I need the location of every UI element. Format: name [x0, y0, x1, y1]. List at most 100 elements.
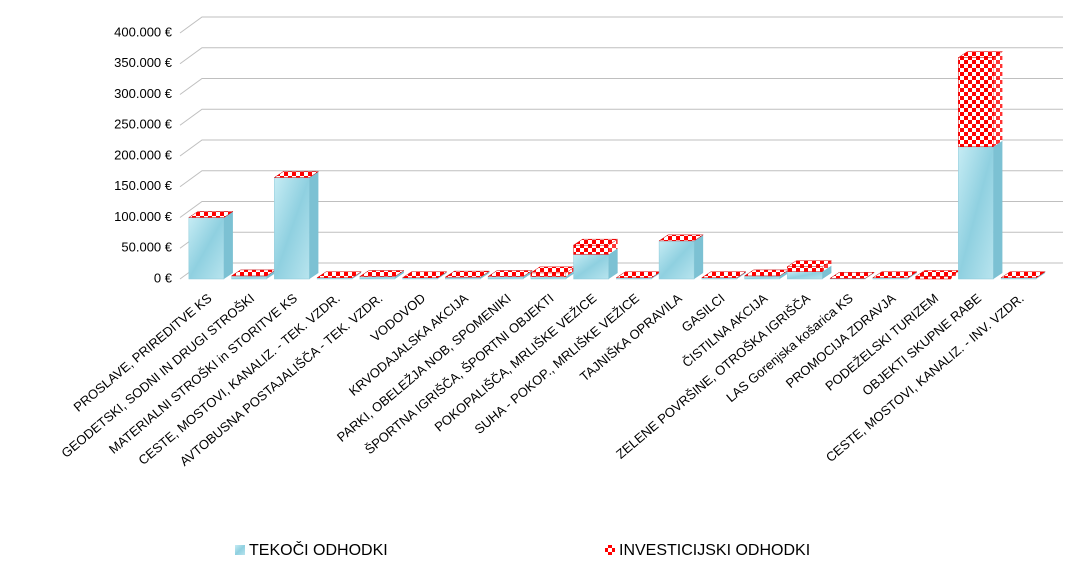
- y-tick-label: 300.000 €: [114, 86, 173, 101]
- y-tick-label: 350.000 €: [114, 55, 173, 70]
- grid-line: [179, 139, 1063, 157]
- bar: [958, 140, 1003, 280]
- bar-front: [530, 272, 567, 277]
- grid-line: [179, 47, 1063, 65]
- bar: [188, 211, 234, 218]
- bar: [701, 271, 747, 279]
- y-tick-label: 150.000 €: [114, 178, 173, 193]
- bar: [658, 234, 704, 242]
- legend-label: TEKOČI ODHODKI: [249, 540, 388, 559]
- bar-side: [437, 271, 447, 279]
- bar-side: [565, 266, 575, 277]
- bar-side: [822, 265, 832, 279]
- bar-side: [608, 239, 618, 255]
- x-tick-label: GEODETSKI, SODNI IN DRUGI STROŠKI: [58, 290, 257, 460]
- bar: [316, 271, 362, 279]
- y-tick-label: 0 €: [154, 270, 173, 285]
- bar-side: [309, 171, 319, 279]
- x-tick-label: MATERIALNI STROŠKI in STORITVE KS: [106, 290, 300, 456]
- bar: [273, 171, 320, 178]
- bar-front: [744, 275, 780, 280]
- bar-top: [1000, 271, 1046, 279]
- bar: [872, 271, 918, 279]
- bar-front: [487, 276, 524, 280]
- bar: [487, 270, 533, 277]
- bar-front: [359, 276, 396, 280]
- bar-top: [359, 270, 405, 277]
- bar: [1000, 271, 1046, 279]
- bar-side: [223, 211, 233, 279]
- bar: [572, 238, 619, 255]
- y-tick-label: 200.000 €: [114, 147, 173, 162]
- y-tick-label: 400.000 €: [114, 24, 173, 39]
- bar-side: [651, 271, 661, 279]
- bar-top: [572, 238, 619, 246]
- x-tick-label: ZELENE POVRŠINE, OTROŠKA IGRIŠČA: [613, 290, 813, 461]
- bar-side: [736, 271, 746, 279]
- bar-front: [274, 177, 310, 280]
- bar: [829, 272, 875, 279]
- bar-top: [658, 234, 704, 242]
- bar: [658, 234, 704, 280]
- grid-line: [179, 108, 1063, 126]
- grid-line: [179, 170, 1063, 188]
- legend-swatch: [235, 545, 245, 555]
- legend-swatch: [605, 545, 615, 555]
- bar: [573, 248, 618, 280]
- bar-front: [958, 57, 994, 148]
- bar-top: [273, 171, 320, 178]
- bar: [359, 270, 405, 277]
- bar-front: [445, 276, 481, 280]
- bar-side: [993, 140, 1003, 279]
- bar-front: [530, 276, 567, 280]
- grid-line: [179, 16, 1063, 34]
- bar-front: [188, 217, 225, 280]
- grid-line: [179, 201, 1063, 218]
- bar-top: [701, 271, 747, 279]
- bar-front: [958, 146, 994, 280]
- bar: [188, 211, 234, 280]
- bar-top: [872, 271, 918, 279]
- bar-top: [188, 211, 234, 218]
- bar-top: [444, 270, 491, 278]
- bar-side: [394, 270, 404, 279]
- bar-front: [573, 244, 609, 255]
- bar-side: [266, 269, 276, 279]
- bar-top: [786, 260, 833, 267]
- bar: [914, 270, 961, 280]
- legend-label: INVESTICIJSKI ODHODKI: [619, 542, 810, 559]
- bar-top: [957, 51, 1004, 58]
- bar-front: [787, 271, 823, 280]
- y-tick-label: 100.000 €: [114, 209, 173, 224]
- y-tick-label: 50.000 €: [121, 240, 172, 255]
- bar-front: [787, 266, 823, 272]
- bar-side: [993, 51, 1003, 147]
- bar-side: [565, 270, 575, 279]
- bar-front: [658, 240, 695, 280]
- bar-side: [1036, 271, 1046, 279]
- bar: [444, 270, 491, 278]
- bar-front: [573, 254, 609, 280]
- bar-top: [487, 270, 533, 277]
- bar-side: [523, 270, 533, 279]
- bar-top: [829, 272, 875, 279]
- bar-top: [401, 271, 448, 279]
- bar-front: [915, 276, 951, 280]
- x-tick-label: CESTE, MOSTOVI, KANALIZ. - INV. VZDR.: [823, 290, 1027, 464]
- bar: [957, 51, 1004, 148]
- bar: [273, 171, 320, 280]
- bar-side: [694, 234, 704, 279]
- bar-side: [352, 271, 362, 279]
- bar-top: [316, 271, 362, 279]
- bar-side: [779, 269, 789, 279]
- bar-side: [608, 248, 618, 279]
- bar-side: [907, 271, 917, 279]
- y-tick-label: 250.000 €: [114, 117, 173, 132]
- bar-side: [822, 260, 832, 272]
- bar-side: [950, 270, 960, 279]
- bar: [401, 271, 448, 279]
- grid-line: [179, 78, 1063, 95]
- bar-side: [480, 271, 490, 279]
- bar-front: [231, 275, 267, 280]
